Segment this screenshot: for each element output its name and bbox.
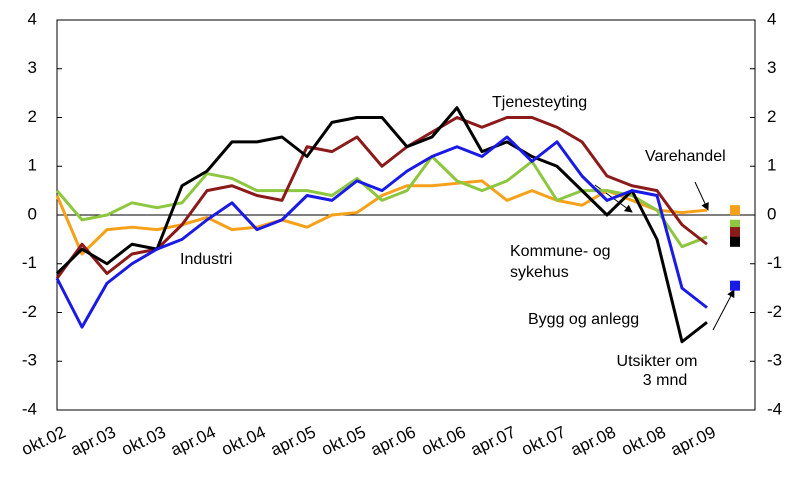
series-line — [55, 155, 708, 249]
outlook-marker — [730, 236, 740, 247]
x-tick-label: okt.05 — [319, 422, 369, 459]
y2-tick-label: -4 — [767, 399, 782, 418]
y-tick-label: -3 — [22, 351, 37, 370]
y-tick-label: 4 — [28, 9, 37, 28]
x-tick-label: apr.07 — [468, 422, 519, 459]
annotation: Utsikter om — [617, 353, 698, 370]
y2-tick-label: 2 — [767, 107, 776, 126]
x-tick-label: apr.03 — [68, 422, 119, 459]
y-tick-label: 3 — [28, 58, 37, 77]
y2-tick-label: 4 — [767, 9, 776, 28]
y2-tick-label: 1 — [767, 156, 776, 175]
x-tick-label: apr.05 — [268, 422, 319, 459]
x-tick-label: apr.09 — [668, 422, 719, 459]
x-tick-label: okt.07 — [519, 422, 569, 459]
x-tick-label: okt.03 — [119, 422, 169, 459]
y2-tick-label: -3 — [767, 351, 782, 370]
arrow — [712, 289, 735, 331]
x-tick-label: okt.08 — [619, 422, 669, 459]
y-tick-label: -4 — [22, 399, 37, 418]
y2-tick-label: -1 — [767, 253, 782, 272]
series-label: Kommune- og sykehus — [510, 243, 611, 281]
series-label: Varehandel — [645, 148, 726, 165]
y2-tick-label: 3 — [767, 58, 776, 77]
outlook-marker — [730, 280, 740, 291]
annotation: 3 mnd — [643, 372, 687, 389]
x-tick-label: okt.02 — [19, 422, 69, 459]
series-line — [55, 135, 708, 329]
y-tick-label: 0 — [28, 204, 37, 223]
series-label: Tjenesteyting — [492, 94, 587, 111]
series-label: Industri — [180, 251, 232, 268]
y2-tick-label: -2 — [767, 302, 782, 321]
arrow — [694, 181, 709, 211]
outlook-marker — [730, 219, 740, 230]
x-tick-label: apr.04 — [168, 422, 219, 459]
y-tick-label: 1 — [28, 156, 37, 175]
x-tick-label: okt.04 — [219, 422, 269, 459]
x-tick-label: apr.06 — [368, 422, 419, 459]
x-tick-label: apr.08 — [568, 422, 619, 459]
y-tick-label: -2 — [22, 302, 37, 321]
outlook-marker — [730, 205, 740, 216]
y-tick-label: -1 — [22, 253, 37, 272]
outlook-marker — [730, 227, 740, 238]
x-tick-label: okt.06 — [419, 422, 469, 459]
series-label: Bygg og anlegg — [528, 311, 639, 328]
series-line — [55, 116, 708, 280]
y2-tick-label: 0 — [767, 204, 776, 223]
series-line — [55, 106, 708, 344]
y-tick-label: 2 — [28, 107, 37, 126]
